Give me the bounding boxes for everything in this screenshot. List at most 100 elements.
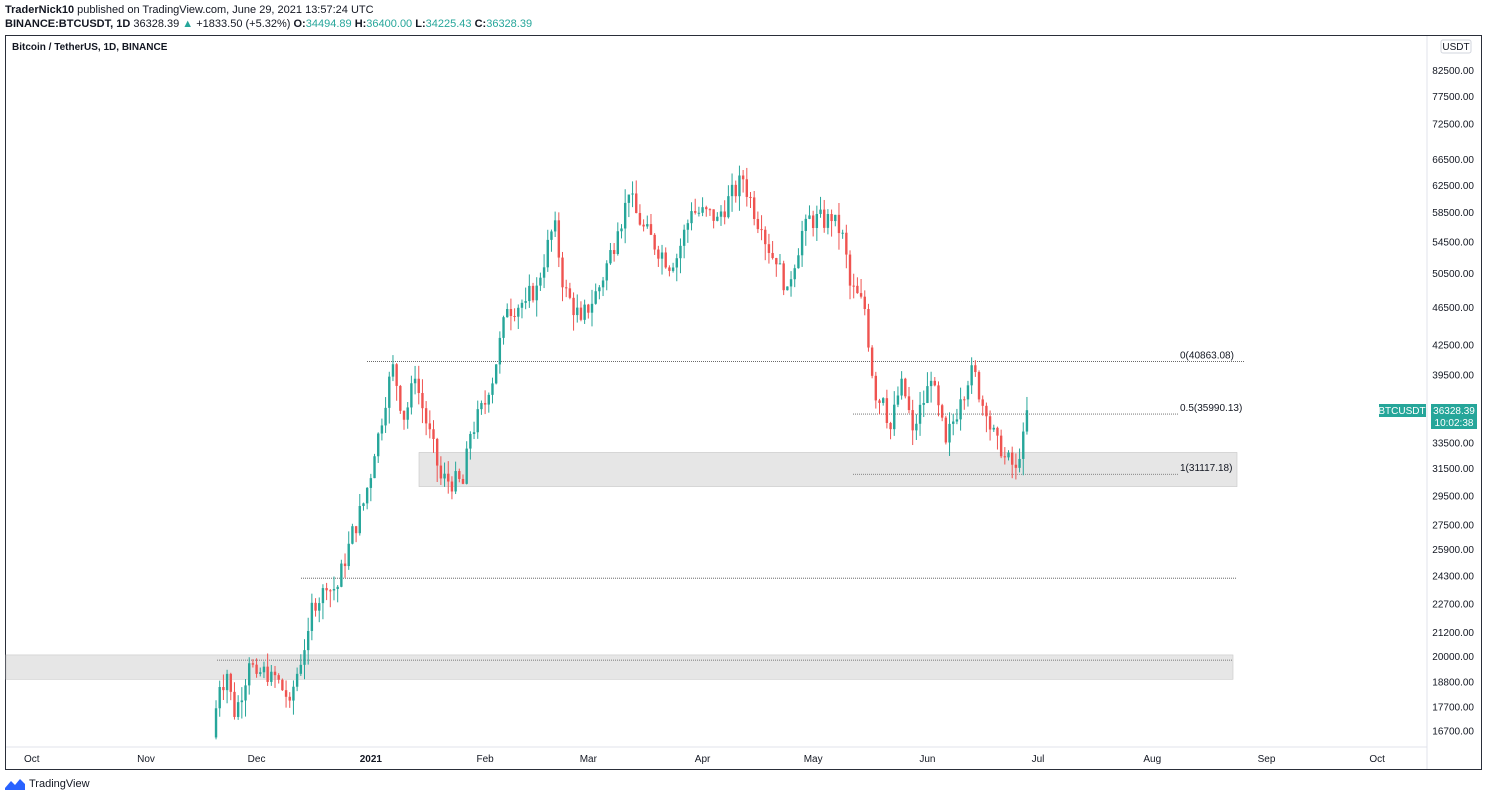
candle-body — [893, 404, 896, 430]
candle-body — [380, 425, 384, 434]
chart-frame[interactable] — [5, 35, 1482, 770]
candle-body — [668, 267, 671, 271]
candle-body — [808, 215, 811, 219]
candle-body — [229, 673, 232, 692]
candle-body — [255, 664, 258, 674]
candle-body — [513, 315, 516, 317]
candle-body — [767, 244, 771, 253]
candle-body — [506, 309, 509, 318]
candle-body — [730, 184, 734, 197]
candle-body — [649, 224, 653, 235]
candle-body — [940, 405, 944, 418]
candle-body — [528, 285, 531, 302]
candle-body — [561, 257, 564, 288]
time-tick-label: Mar — [580, 754, 598, 765]
candle-body — [362, 503, 365, 507]
footer: TradingView — [5, 778, 90, 790]
time-tick-label: Apr — [695, 754, 711, 765]
candle-body — [609, 250, 612, 264]
price-change: +1833.50 (+5.32%) — [196, 18, 291, 30]
candle-body — [719, 211, 723, 217]
price-tick-label: 22700.00 — [1432, 600, 1474, 611]
currency-label: USDT — [1442, 42, 1469, 53]
tradingview-logo-icon[interactable] — [5, 778, 25, 790]
candle-body — [399, 385, 402, 411]
candle-body — [461, 478, 465, 484]
candle-body — [421, 393, 424, 409]
low-label: L: — [415, 18, 426, 30]
candle-body — [775, 258, 778, 265]
candle-body — [391, 364, 395, 377]
candle-body — [620, 228, 623, 232]
time-tick-label: 2021 — [360, 754, 383, 765]
author-name[interactable]: TraderNick10 — [5, 4, 75, 16]
candle-body — [472, 432, 476, 434]
time-tick-label: Sep — [1258, 754, 1276, 765]
high-value: 36400.00 — [366, 18, 413, 30]
ticker: BINANCE:BTCUSDT, 1D — [5, 18, 131, 30]
time-tick-label: Nov — [137, 754, 155, 765]
candle-body — [819, 209, 822, 214]
candle-body — [273, 671, 277, 676]
candle-body — [616, 231, 619, 254]
price-tag-countdown: 10:02:38 — [1435, 418, 1474, 429]
time-tick-label: May — [804, 754, 823, 765]
candle-body — [612, 250, 616, 254]
candle-body — [738, 175, 741, 197]
candle-body — [480, 403, 483, 410]
candle-body — [716, 216, 719, 221]
candle-body — [741, 175, 745, 180]
ohlc-legend: BINANCE:BTCUSDT, 1D 36328.39 ▲ +1833.50 … — [5, 17, 532, 31]
candle-body — [292, 686, 295, 701]
candle-body — [358, 506, 361, 534]
candle-body — [248, 663, 251, 686]
candle-body — [1014, 464, 1018, 468]
candle-body — [664, 252, 667, 268]
candle-body — [576, 307, 579, 316]
time-axis: Oct Nov Dec 2021 Feb Mar Apr May Jun Jul Aug Sep Oct — [24, 754, 1385, 765]
candle-body — [690, 211, 693, 224]
candle-body — [351, 526, 354, 544]
candle-body — [222, 687, 225, 691]
price-tick-label: 17700.00 — [1432, 703, 1474, 714]
candle-body — [310, 602, 314, 631]
low-value: 34225.43 — [425, 18, 472, 30]
candle-body — [627, 194, 631, 203]
candle-body — [900, 378, 903, 396]
candle-body — [834, 214, 837, 222]
candle-body — [553, 220, 557, 232]
candle-body — [826, 214, 830, 228]
candle-body — [299, 664, 303, 674]
price-tick-label: 46500.00 — [1432, 303, 1474, 314]
candle-body — [988, 416, 992, 430]
candle-body — [970, 365, 973, 386]
candle-body — [435, 438, 439, 466]
candle-body — [705, 207, 708, 210]
candle-body — [509, 309, 513, 316]
candle-body — [487, 394, 490, 405]
candle-body — [859, 293, 863, 297]
candle-body — [727, 196, 730, 218]
candle-body — [745, 179, 749, 197]
price-tick-label: 27500.00 — [1432, 520, 1474, 531]
candle-body — [789, 279, 793, 287]
fib-level-label: 1(31117.18) — [1180, 463, 1232, 474]
brand-name[interactable]: TradingView — [29, 778, 90, 790]
candle-body — [878, 400, 881, 403]
candle-body — [867, 309, 870, 348]
candle-body — [417, 378, 420, 394]
candle-body — [568, 288, 572, 298]
candle-body — [929, 380, 933, 387]
candle-body — [642, 224, 645, 227]
candle-body — [406, 407, 409, 420]
time-tick-label: Jul — [1032, 754, 1045, 765]
candle-body — [881, 398, 885, 403]
candle-body — [845, 232, 848, 255]
candle-body — [653, 234, 656, 250]
candle-body — [948, 423, 951, 443]
candle-body — [952, 421, 955, 424]
candle-body — [708, 209, 712, 211]
candle-body — [502, 317, 505, 338]
candle-body — [284, 690, 288, 697]
